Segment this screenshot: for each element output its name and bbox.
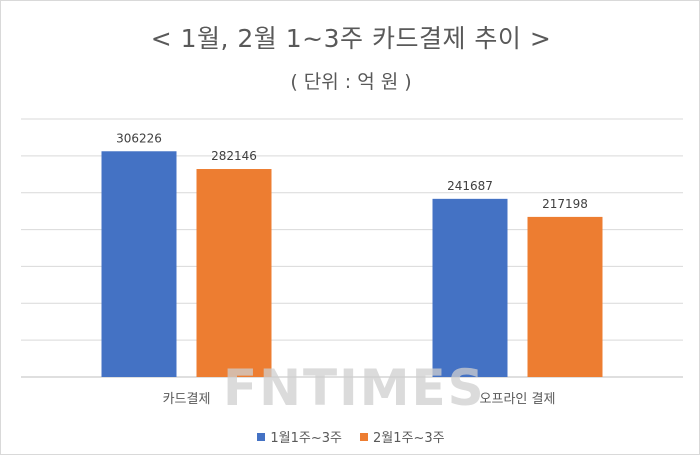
category-label: 카드결제 [163,392,211,407]
legend-label-series-1: 1월1주~3주 [270,431,342,446]
watermark-logo: FNTIMES [223,359,486,417]
data-label: 241687 [447,179,493,193]
chart-title: < 1월, 2월 1~3주 카드결제 추이 > [150,24,552,53]
bar [196,169,272,377]
legend-item-series-1: 1월1주~3주 [257,427,342,446]
legend-swatch-series-2 [360,432,368,441]
legend: 1월1주~3주 2월1주~3주 [1,427,700,446]
bar [527,216,603,377]
data-label: 282146 [211,149,257,163]
category-label: 오프라인 결제 [480,392,556,407]
bar [101,151,177,377]
chart-subtitle: ( 단위 : 억 원 ) [290,71,412,93]
data-label: 217198 [542,197,588,211]
legend-label-series-2: 2월1주~3주 [373,431,445,446]
legend-item-series-2: 2월1주~3주 [360,427,445,446]
data-label: 306226 [116,131,162,145]
legend-swatch-series-1 [257,432,266,441]
bar [432,198,508,377]
